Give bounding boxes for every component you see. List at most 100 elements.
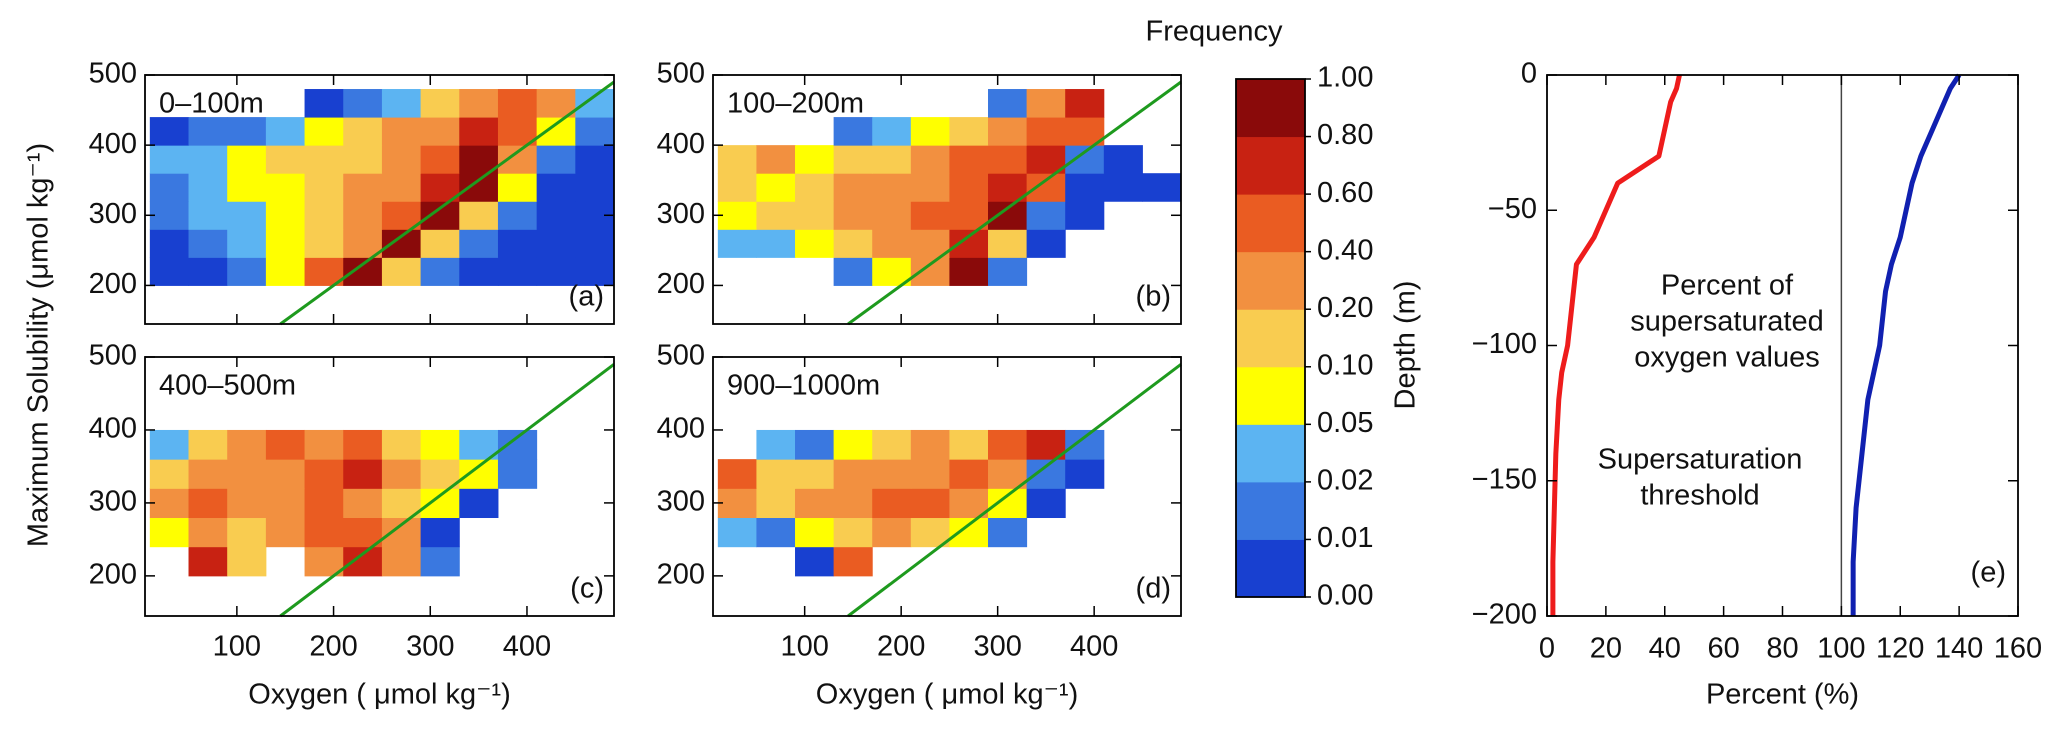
heat-cell (833, 488, 873, 519)
heat-cell (265, 145, 306, 174)
heat-cell (149, 517, 190, 548)
heat-cell (381, 429, 422, 460)
heat-cell (459, 229, 499, 258)
colorbar-tick-label: 0.05 (1317, 407, 1373, 439)
y-tick-label: 300 (657, 486, 705, 518)
x-tick-label: 40 (1649, 633, 1681, 665)
x-tick-label: 60 (1707, 633, 1739, 665)
heat-cell (988, 257, 1028, 286)
heat-cell (795, 173, 835, 202)
y-tick-label: 300 (89, 486, 137, 518)
heat-cell (381, 459, 422, 489)
heat-cell (1065, 459, 1105, 489)
heat-cell (420, 201, 460, 230)
heat-cell (459, 89, 499, 118)
heat-cell (717, 145, 757, 174)
heat-cell (575, 173, 615, 202)
colorbar-tick-label: 0.40 (1317, 234, 1373, 266)
heat-cell (872, 488, 912, 519)
heat-cell (795, 201, 835, 230)
x-axis-label: Percent (%) (1706, 679, 1859, 711)
colorbar-segment (1236, 424, 1305, 483)
heat-cell (149, 145, 190, 174)
heat-cell (756, 201, 796, 230)
y-tick-label: 200 (657, 268, 705, 300)
heat-cell (188, 429, 228, 460)
heat-cell (536, 173, 576, 202)
one-to-one-line (279, 363, 615, 618)
heat-cell (988, 145, 1028, 174)
heat-cell (227, 517, 267, 548)
heat-cell (227, 488, 267, 519)
heat-cell (910, 488, 950, 519)
y-tick-label: 500 (89, 340, 137, 372)
heat-cell (265, 429, 306, 460)
heat-cell (381, 117, 422, 146)
y-tick-label: −200 (1472, 599, 1537, 631)
heat-cell (381, 145, 422, 174)
heat-cell (872, 201, 912, 230)
heat-cell (188, 257, 228, 286)
heat-cell (756, 459, 796, 489)
heat-cell (756, 429, 796, 460)
heat-cell (949, 173, 989, 202)
heat-cell (381, 89, 422, 118)
heat-cell (872, 173, 912, 202)
heat-cell (910, 173, 950, 202)
heat-cell (343, 429, 383, 460)
y-tick-label: 500 (657, 58, 705, 90)
heat-cell (459, 488, 499, 519)
y-tick-label: 300 (657, 198, 705, 230)
axes-frame (144, 356, 615, 617)
heat-cell (756, 145, 796, 174)
heat-cell (304, 173, 344, 202)
heat-cell (717, 201, 757, 230)
heat-cell (265, 517, 306, 548)
heat-cell (833, 257, 873, 286)
heat-cell (833, 145, 873, 174)
heat-cell (1065, 201, 1105, 230)
heat-cell (910, 459, 950, 489)
x-tick-label: 100 (1817, 633, 1865, 665)
colorbar-tick-label: 0.80 (1317, 119, 1373, 151)
heat-cell (459, 459, 499, 489)
heat-cell (420, 517, 460, 548)
heat-cell (497, 459, 538, 489)
y-tick-label: 200 (89, 268, 137, 300)
heat-cell (265, 201, 306, 230)
heat-cell (227, 201, 267, 230)
heat-cell (304, 145, 344, 174)
heat-cell (833, 117, 873, 146)
heat-cell (717, 517, 757, 548)
y-tick-label: 200 (657, 559, 705, 591)
heat-cell (343, 145, 383, 174)
heat-cell (536, 117, 576, 146)
heat-cell (304, 488, 344, 519)
annotation: supersaturated (1630, 306, 1823, 338)
heat-cell (149, 488, 190, 519)
heat-cell (188, 517, 228, 548)
profile-line (1850, 73, 1962, 616)
colorbar-tick-label: 0.20 (1317, 292, 1373, 324)
heat-cell (833, 546, 873, 577)
heat-cell (1026, 117, 1066, 146)
heat-cell (265, 488, 306, 519)
y-tick-label: 300 (89, 198, 137, 230)
x-tick-label: 140 (1935, 633, 1983, 665)
heat-cell (756, 517, 796, 548)
heat-cell (420, 89, 460, 118)
colorbar-tick-label: 0.10 (1317, 349, 1373, 381)
heat-cell (149, 257, 190, 286)
heat-cell (949, 145, 989, 174)
heat-cell (833, 459, 873, 489)
heat-cell (575, 229, 615, 258)
heat-cell (1026, 488, 1066, 519)
heat-cell (497, 229, 538, 258)
y-tick-label: −150 (1472, 463, 1537, 495)
annotation: threshold (1640, 480, 1759, 512)
heat-cell (420, 488, 460, 519)
panel-letter: (b) (1136, 281, 1171, 313)
heat-cell (304, 229, 344, 258)
y-tick-label: 500 (657, 340, 705, 372)
